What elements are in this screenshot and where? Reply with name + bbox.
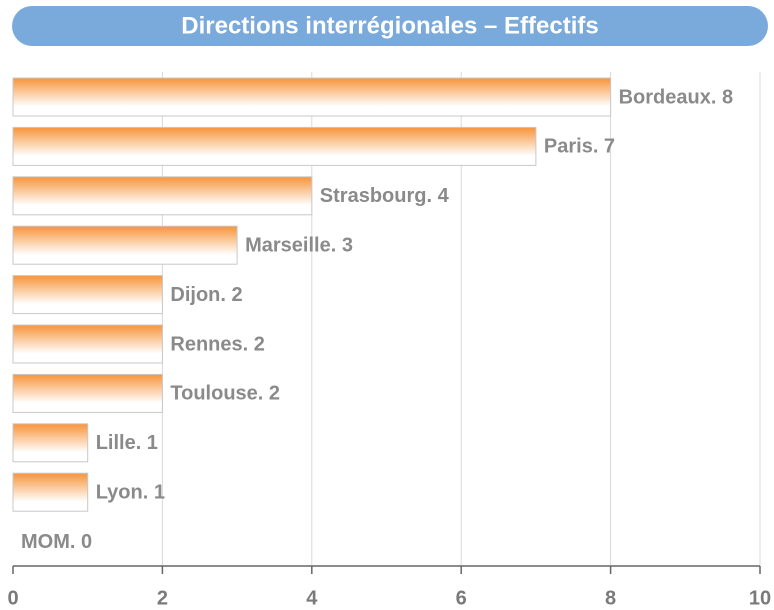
x-tick-label: 6 bbox=[456, 587, 467, 609]
x-tick-label: 2 bbox=[157, 587, 168, 609]
title-banner bbox=[12, 6, 768, 46]
bar bbox=[12, 126, 537, 166]
chart-title: Directions interrégionales – Effectifs bbox=[181, 12, 598, 39]
x-tick-label: 10 bbox=[749, 587, 771, 609]
bar bbox=[12, 225, 238, 265]
data-label: Strasbourg. 4 bbox=[320, 185, 450, 207]
bar bbox=[12, 275, 163, 315]
x-tick-label: 0 bbox=[7, 587, 18, 609]
bar bbox=[12, 324, 163, 364]
bar bbox=[12, 77, 612, 117]
data-label: Rennes. 2 bbox=[170, 333, 264, 355]
bar bbox=[12, 373, 163, 413]
bar bbox=[12, 423, 89, 463]
bar bbox=[12, 472, 89, 512]
data-label: Dijon. 2 bbox=[170, 284, 242, 306]
data-label: Paris. 7 bbox=[544, 136, 615, 158]
data-label: Toulouse. 2 bbox=[170, 383, 280, 405]
data-label: Marseille. 3 bbox=[245, 234, 353, 256]
x-tick-label: 8 bbox=[605, 587, 616, 609]
data-label: Lille. 1 bbox=[96, 432, 158, 454]
data-label: Bordeaux. 8 bbox=[619, 86, 733, 108]
x-tick-label: 4 bbox=[306, 587, 318, 609]
bar bbox=[12, 176, 313, 216]
data-label: Lyon. 1 bbox=[96, 481, 165, 503]
data-label: MOM. 0 bbox=[21, 531, 92, 553]
